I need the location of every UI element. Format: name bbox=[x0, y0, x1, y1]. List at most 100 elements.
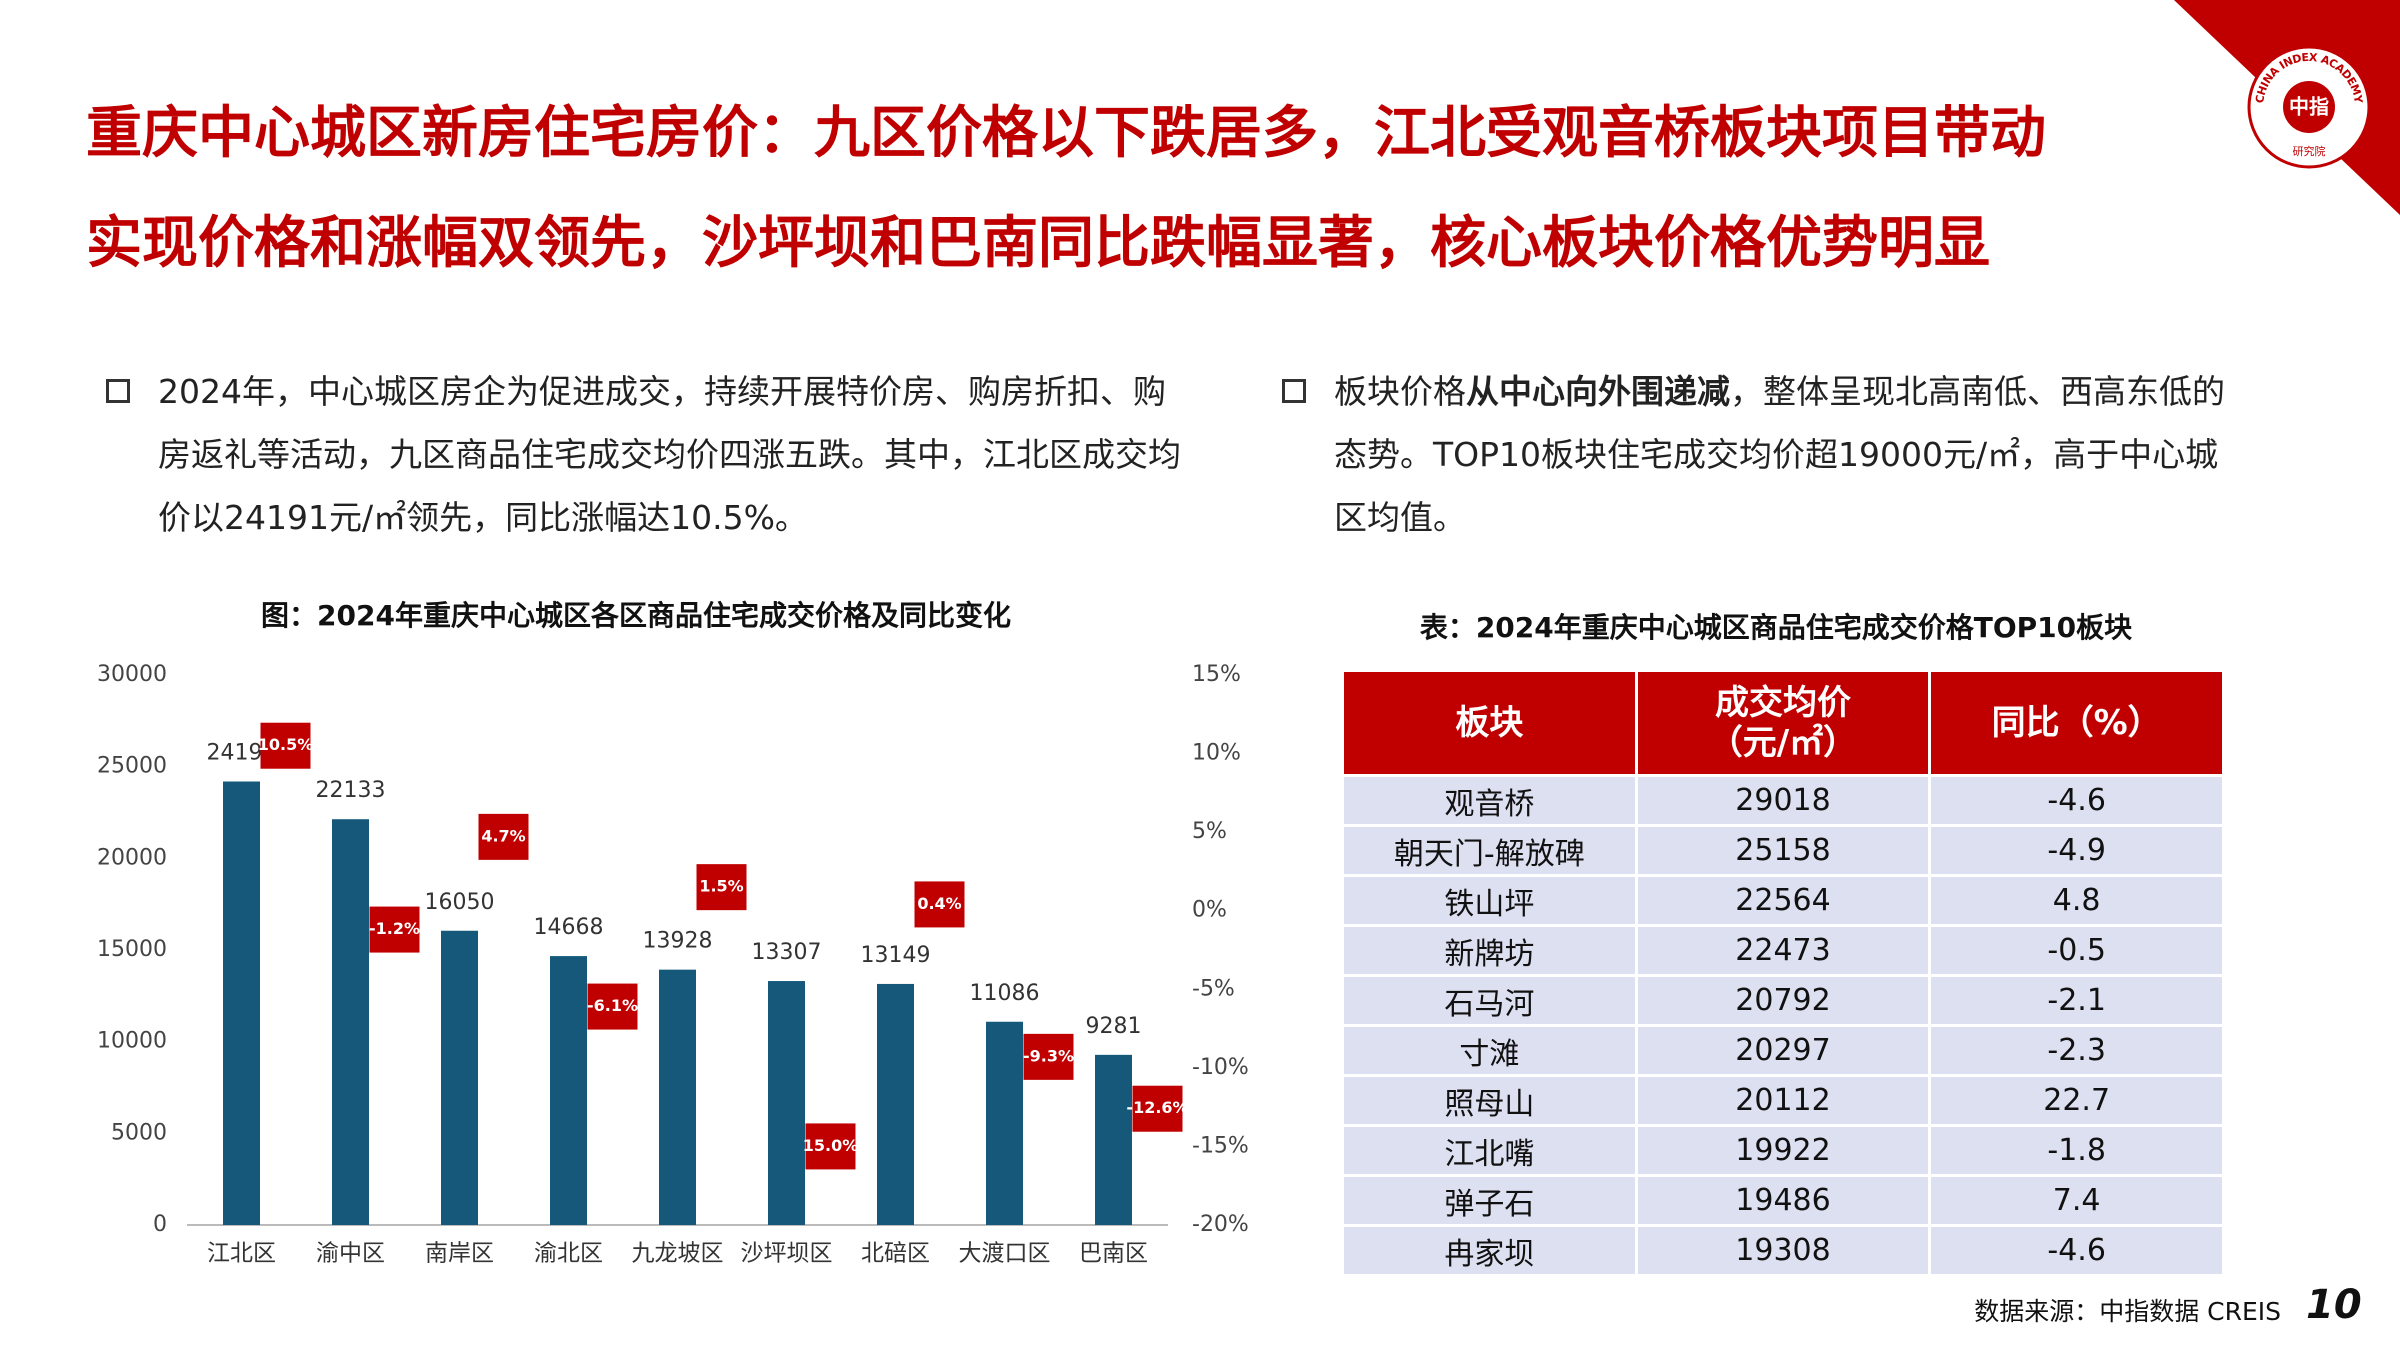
cell: 20112 bbox=[1634, 1074, 1932, 1127]
change-label: 10.5% bbox=[258, 735, 314, 754]
logo-center: 中指 bbox=[2289, 95, 2329, 119]
change-label: -1.2% bbox=[369, 919, 420, 938]
row: 弹子石 19486 7.4 bbox=[1341, 1174, 2225, 1227]
bar-label: 13928 bbox=[643, 929, 713, 954]
cell: 观音桥 bbox=[1341, 774, 1638, 827]
cell: -4.6 bbox=[1928, 1224, 2225, 1277]
bar-label: 9281 bbox=[1086, 1014, 1142, 1039]
cell: 寸滩 bbox=[1341, 1024, 1638, 1077]
change-label: 0.4% bbox=[917, 894, 961, 913]
x-tick-label: 巴南区 bbox=[1079, 1241, 1148, 1267]
x-tick-label: 大渡口区 bbox=[959, 1241, 1051, 1267]
cell: 22.7 bbox=[1928, 1074, 2225, 1127]
x-tick-label: 南岸区 bbox=[425, 1241, 494, 1267]
page-number: 10 bbox=[2306, 1282, 2362, 1328]
y2-tick-label: -5% bbox=[1192, 976, 1235, 1001]
change-marker bbox=[587, 983, 638, 1030]
bar-label: 22133 bbox=[316, 778, 386, 803]
cell: 江北嘴 bbox=[1341, 1124, 1638, 1177]
header-cell: 板块 bbox=[1341, 669, 1638, 777]
change-label: 1.5% bbox=[699, 877, 743, 896]
x-tick-label: 九龙坡区 bbox=[632, 1241, 724, 1267]
bar bbox=[768, 981, 805, 1225]
change-marker bbox=[805, 1123, 856, 1170]
cell: -1.8 bbox=[1928, 1124, 2225, 1177]
change-label: 4.7% bbox=[481, 826, 525, 845]
row: 朝天门-解放碑 25158 -4.9 bbox=[1341, 824, 2225, 877]
bar bbox=[1095, 1054, 1132, 1225]
bar-label: 16050 bbox=[425, 890, 495, 915]
x-tick-label: 沙坪坝区 bbox=[741, 1241, 833, 1267]
bold-text: 从中心向外围递减 bbox=[1466, 372, 1730, 411]
change-marker bbox=[478, 813, 529, 860]
bar-label: 13149 bbox=[861, 943, 931, 968]
x-tick-label: 江北区 bbox=[207, 1241, 276, 1267]
table: 板块 成交均价 （元/㎡） 同比（%） 观音桥 29018 -4.6 朝天门-解放碑 2515… bbox=[1341, 669, 2225, 1277]
y2-tick-label: -10% bbox=[1192, 1055, 1249, 1080]
y-tick-label: 25000 bbox=[97, 754, 167, 779]
y2-tick-label: 5% bbox=[1192, 819, 1227, 844]
cell: 弹子石 bbox=[1341, 1174, 1638, 1227]
chart: 0 5000 10000 15000 20000 25000 30000 15% 10% 5% 0%… bbox=[97, 662, 1249, 1267]
cell: 29018 bbox=[1634, 774, 1932, 827]
change-label: -9.3% bbox=[1023, 1046, 1074, 1065]
change-marker bbox=[1132, 1085, 1183, 1132]
bar bbox=[550, 956, 587, 1225]
table-title: 表：2024年重庆中心城区商品住宅成交价格TOP10板块 bbox=[1419, 611, 2133, 644]
bar bbox=[441, 930, 478, 1225]
right-bullet: 板块价格从中心向外围递减，整体呈现北高南低、西高东低的态势。TOP10板块住宅成… bbox=[1334, 360, 2244, 549]
y2-tick-label: 15% bbox=[1192, 662, 1241, 687]
logo-core bbox=[2283, 81, 2335, 133]
x-tick-label: 渝北区 bbox=[534, 1241, 603, 1267]
change-label: -6.1% bbox=[587, 996, 638, 1015]
bar bbox=[877, 983, 914, 1225]
y2-tick-label: -15% bbox=[1192, 1133, 1249, 1158]
bar bbox=[986, 1021, 1023, 1225]
change-marker bbox=[369, 906, 420, 953]
bar bbox=[332, 819, 369, 1225]
y-tick-label: 5000 bbox=[111, 1120, 167, 1145]
left-bullet: 2024年，中心城区房企为促进成交，持续开展特价房、购房折扣、购房返礼等活动，九… bbox=[158, 372, 1181, 537]
cell: -2.3 bbox=[1928, 1024, 2225, 1077]
row: 冉家坝 19308 -4.6 bbox=[1341, 1224, 2225, 1277]
row: 寸滩 20297 -2.3 bbox=[1341, 1024, 2225, 1077]
cell: 19308 bbox=[1634, 1224, 1932, 1277]
cell: -4.9 bbox=[1928, 824, 2225, 877]
cell: 石马河 bbox=[1341, 974, 1638, 1027]
cell: 朝天门-解放碑 bbox=[1341, 824, 1638, 877]
row: 江北嘴 19922 -1.8 bbox=[1341, 1124, 2225, 1177]
chart-title: 图：2024年重庆中心城区各区商品住宅成交价格及同比变化 bbox=[261, 599, 1011, 632]
logo-bottom: 研究院 bbox=[2293, 144, 2326, 158]
change-marker bbox=[696, 864, 747, 911]
y-tick-label: 15000 bbox=[97, 937, 167, 962]
cell: 25158 bbox=[1634, 824, 1932, 877]
bar bbox=[659, 969, 696, 1225]
bullet-box bbox=[1282, 379, 1306, 403]
y2-tick-label: 0% bbox=[1192, 898, 1227, 923]
row: 石马河 20792 -2.1 bbox=[1341, 974, 2225, 1027]
cell: 7.4 bbox=[1928, 1174, 2225, 1227]
change-label: -12.6% bbox=[1126, 1098, 1188, 1117]
header-cell: 成交均价 （元/㎡） bbox=[1634, 669, 1932, 777]
y-tick-label: 20000 bbox=[97, 845, 167, 870]
cell: -4.6 bbox=[1928, 774, 2225, 827]
cell: -2.1 bbox=[1928, 974, 2225, 1027]
y-tick-label: 0 bbox=[153, 1212, 167, 1237]
y2-tick-label: 10% bbox=[1192, 741, 1241, 766]
change-label: 15.0% bbox=[803, 1136, 859, 1155]
cell: 20297 bbox=[1634, 1024, 1932, 1077]
cell: 4.8 bbox=[1928, 874, 2225, 927]
row: 铁山坪 22564 4.8 bbox=[1341, 874, 2225, 927]
row: 观音桥 29018 -4.6 bbox=[1341, 774, 2225, 827]
row: 照母山 20112 22.7 bbox=[1341, 1074, 2225, 1127]
change-marker bbox=[914, 881, 965, 928]
cell: 新牌坊 bbox=[1341, 924, 1638, 977]
cell: 19486 bbox=[1634, 1174, 1932, 1227]
title-line: 重庆中心城区新房住宅房价：九区价格以下跌居多，江北受观音桥板块项目带动 bbox=[86, 101, 2046, 166]
x-tick-label: 北碚区 bbox=[861, 1241, 930, 1267]
cell: 22564 bbox=[1634, 874, 1932, 927]
cell: -0.5 bbox=[1928, 924, 2225, 977]
text: 板块价格 bbox=[1334, 372, 1466, 411]
cell: 照母山 bbox=[1341, 1074, 1638, 1127]
